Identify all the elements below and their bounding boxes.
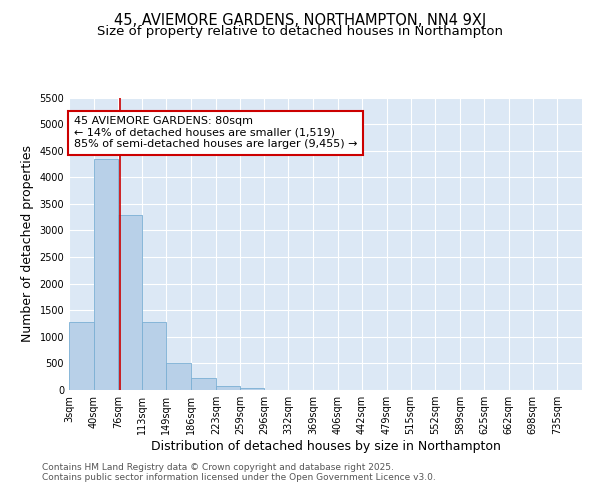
Bar [69, 322, 94, 390]
X-axis label: Distribution of detached houses by size in Northampton: Distribution of detached houses by size … [151, 440, 500, 453]
Bar [142, 322, 166, 390]
Bar [166, 364, 191, 390]
Text: 45 AVIEMORE GARDENS: 80sqm
← 14% of detached houses are smaller (1,519)
85% of s: 45 AVIEMORE GARDENS: 80sqm ← 14% of deta… [74, 116, 357, 150]
Bar [94, 158, 118, 390]
Bar [118, 214, 142, 390]
Y-axis label: Number of detached properties: Number of detached properties [21, 145, 34, 342]
Bar [216, 386, 240, 390]
Bar [191, 378, 216, 390]
Text: Size of property relative to detached houses in Northampton: Size of property relative to detached ho… [97, 25, 503, 38]
Text: Contains HM Land Registry data © Crown copyright and database right 2025.: Contains HM Land Registry data © Crown c… [42, 462, 394, 471]
Text: 45, AVIEMORE GARDENS, NORTHAMPTON, NN4 9XJ: 45, AVIEMORE GARDENS, NORTHAMPTON, NN4 9… [114, 12, 486, 28]
Bar [240, 388, 265, 390]
Text: Contains public sector information licensed under the Open Government Licence v3: Contains public sector information licen… [42, 472, 436, 482]
